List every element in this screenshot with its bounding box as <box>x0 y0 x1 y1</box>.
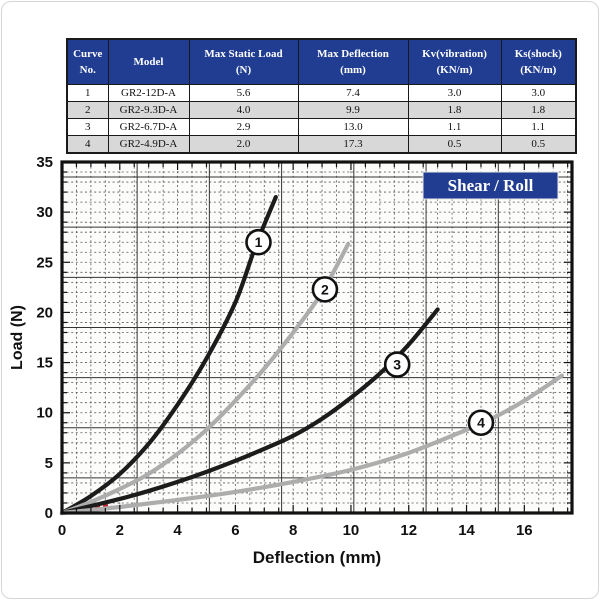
y-axis-title: Load (N) <box>9 305 26 370</box>
header-label: Ks(shock) <box>514 47 562 60</box>
curve-label-4: 4 <box>477 415 485 431</box>
x-tick-label: 12 <box>400 522 417 539</box>
x-axis-title: Deflection (mm) <box>253 548 381 567</box>
cell-model: GR2-4.9D-A <box>107 135 190 154</box>
y-tick-label: 20 <box>36 304 53 321</box>
col-header-ks-shock: Ks(shock) (KN/m) <box>500 38 577 85</box>
header-label: Model <box>133 55 164 68</box>
x-tick-label: 4 <box>173 522 182 539</box>
cell-max-deflection: 7.4 <box>297 84 409 102</box>
cell-model: GR2-12D-A <box>107 84 190 102</box>
header-label: Curve <box>73 47 103 60</box>
col-header-max-static-load: Max Static Load (N) <box>188 38 299 85</box>
cell-max-deflection: 9.9 <box>297 101 409 119</box>
header-label: (KN/m) <box>520 64 557 76</box>
cell-max-static-load: 4.0 <box>188 101 299 119</box>
cell-kv: 0.5 <box>407 135 502 154</box>
header-label: Max Static Load <box>204 47 283 60</box>
header-label: Kv(vibration) <box>422 47 487 60</box>
cell-max-static-load: 2.0 <box>188 135 299 154</box>
x-tick-label: 2 <box>116 522 124 539</box>
col-header-kv-vibration: Kv(vibration) (KN/m) <box>407 38 502 85</box>
cell-curve-no: 3 <box>66 118 109 136</box>
table-row: 2 GR2-9.3D-A 4.0 9.9 1.8 1.8 <box>66 101 577 119</box>
y-tick-label: 0 <box>45 505 53 522</box>
shear-roll-badge <box>422 171 559 200</box>
curve-4 <box>59 373 564 516</box>
curve-label-3: 3 <box>393 357 401 373</box>
header-label: (N) <box>235 64 252 76</box>
cell-kv: 1.1 <box>407 118 502 136</box>
curve-2 <box>59 242 351 516</box>
cell-model: GR2-6.7D-A <box>107 118 190 136</box>
curve-3 <box>59 307 440 516</box>
y-tick-label: 15 <box>36 355 53 372</box>
y-tick-label: 5 <box>45 455 53 472</box>
col-header-curve-no: Curve No. <box>66 38 109 85</box>
col-header-max-deflection: Max Deflection (mm) <box>297 38 409 85</box>
curve-1 <box>59 195 278 516</box>
x-tick-label: 0 <box>58 522 66 539</box>
cell-max-static-load: 5.6 <box>188 84 299 102</box>
col-header-model: Model <box>107 38 190 85</box>
cell-kv: 1.8 <box>407 101 502 119</box>
y-tick-label: 35 <box>36 154 53 171</box>
curve-label-circle-3 <box>383 351 411 378</box>
curve-label-2: 2 <box>321 281 329 297</box>
plot-area <box>62 162 572 513</box>
table-row: 3 GR2-6.7D-A 2.9 13.0 1.1 1.1 <box>66 118 577 136</box>
cell-kv: 3.0 <box>407 84 502 102</box>
table-row: 4 GR2-4.9D-A 2.0 17.3 0.5 0.5 <box>66 135 577 154</box>
curve-label-circle-4 <box>467 409 495 437</box>
y-tick-label: 25 <box>36 254 53 271</box>
cell-ks: 0.5 <box>500 135 577 154</box>
plot-border <box>60 160 574 515</box>
shear-roll-badge-label: Shear / Roll <box>448 176 534 195</box>
header-label: (mm) <box>340 64 366 76</box>
x-tick-label: 16 <box>516 522 533 539</box>
cell-model: GR2-9.3D-A <box>107 101 190 119</box>
curve-label-circle-1 <box>245 228 272 256</box>
header-label: Max Deflection <box>317 47 389 60</box>
axis-ticks <box>62 162 572 513</box>
curve-label-1: 1 <box>255 234 263 250</box>
cell-max-deflection: 13.0 <box>297 118 409 136</box>
x-tick-label: 8 <box>289 522 297 539</box>
cell-max-static-load: 2.9 <box>188 118 299 136</box>
curve-label-circle-2 <box>311 276 339 303</box>
x-tick-label: 14 <box>458 522 475 539</box>
cell-ks: 3.0 <box>500 84 577 102</box>
cell-ks: 1.1 <box>500 118 577 136</box>
table-row: 1 GR2-12D-A 5.6 7.4 3.0 3.0 <box>66 84 577 102</box>
y-tick-label: 30 <box>36 204 53 221</box>
cell-ks: 1.8 <box>500 101 577 119</box>
y-tick-label: 10 <box>36 405 53 422</box>
cell-max-deflection: 17.3 <box>297 135 409 154</box>
cell-curve-no: 2 <box>66 101 109 119</box>
cell-curve-no: 4 <box>66 135 109 154</box>
header-label: (KN/m) <box>436 64 473 76</box>
header-label: No. <box>79 64 96 76</box>
spec-table: Curve No. Model Max Static Load (N) Max De… <box>66 38 577 154</box>
x-tick-label: 6 <box>231 522 239 539</box>
spec-table-header-row: Curve No. Model Max Static Load (N) Max De… <box>66 38 577 85</box>
x-tick-label: 10 <box>343 522 360 539</box>
cell-curve-no: 1 <box>66 84 109 102</box>
